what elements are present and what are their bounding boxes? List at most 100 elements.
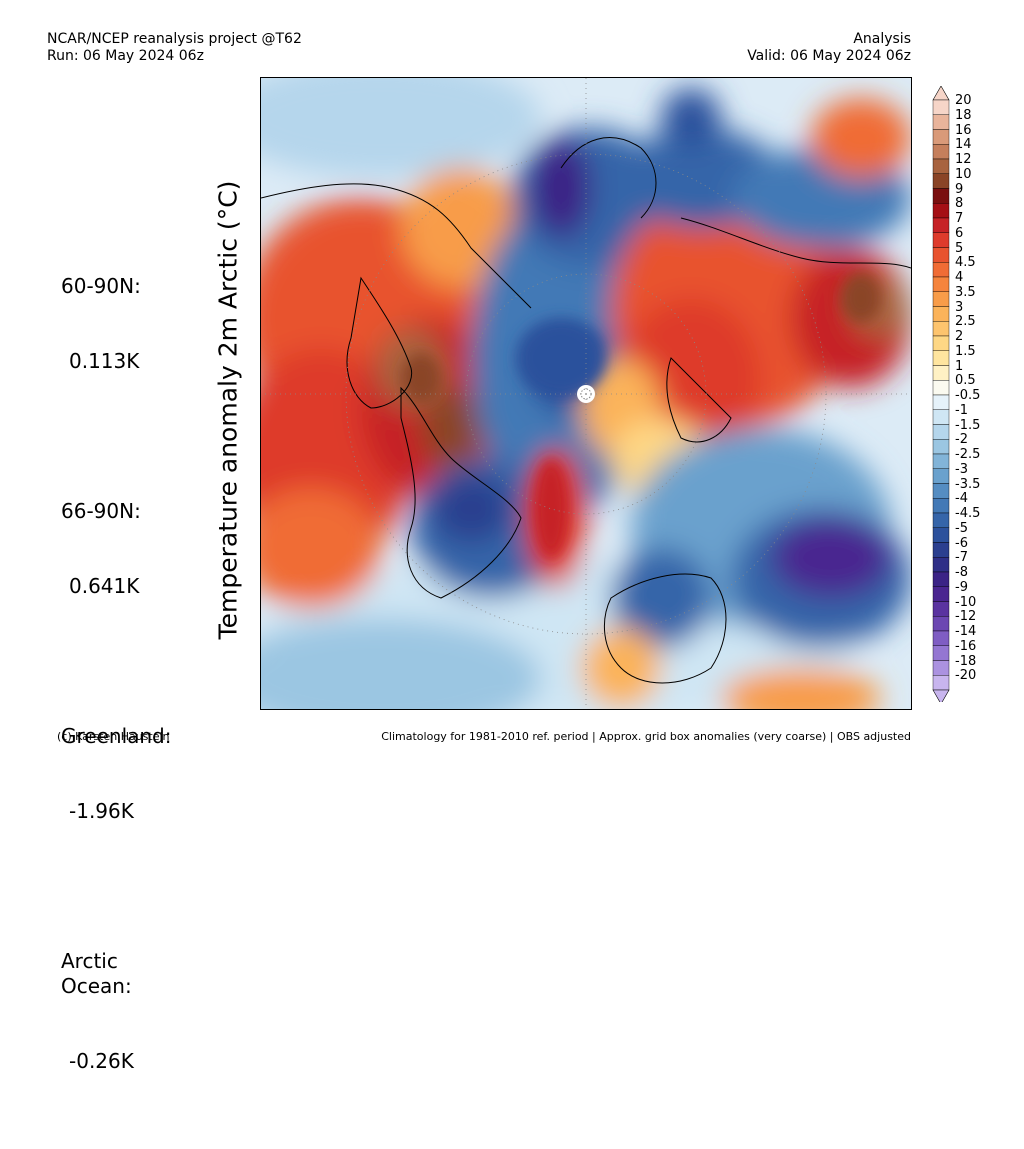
colorbar-swatch bbox=[932, 616, 950, 632]
colorbar-swatch bbox=[932, 144, 950, 160]
colorbar-swatch bbox=[932, 557, 950, 573]
colorbar-swatch bbox=[932, 99, 950, 115]
colorbar-swatch bbox=[932, 232, 950, 248]
colorbar-tick-label: 12 bbox=[955, 152, 972, 167]
colorbar-tick-label: -9 bbox=[955, 579, 968, 595]
colorbar-tick-label: 9 bbox=[955, 181, 964, 197]
run-time: Run: 06 May 2024 06z bbox=[47, 48, 204, 64]
colorbar-tick-label: -7 bbox=[955, 550, 968, 566]
colorbar-tick-label: 3 bbox=[955, 299, 964, 315]
colorbar-swatch bbox=[932, 276, 950, 292]
colorbar-swatch bbox=[932, 158, 950, 174]
header-left: NCAR/NCEP reanalysis project @T62 Run: 0… bbox=[47, 31, 302, 65]
anomaly-field-detail bbox=[401, 273, 881, 558]
canadian-archipelago bbox=[346, 276, 413, 409]
siberia-coast bbox=[680, 217, 911, 269]
colorbar-swatch bbox=[932, 468, 950, 484]
colorbar-tick-label: -3 bbox=[955, 461, 968, 477]
colorbar-swatch bbox=[932, 527, 950, 543]
colorbar-tick-label: 7 bbox=[955, 211, 964, 226]
anomaly-map bbox=[260, 77, 912, 710]
colorbar-tick-label: -20 bbox=[955, 668, 977, 684]
colorbar-top-arrow bbox=[932, 86, 950, 101]
colorbar-swatch bbox=[932, 262, 950, 278]
colorbar-swatch bbox=[932, 306, 950, 322]
colorbar-tick-label: 14 bbox=[955, 137, 972, 153]
colorbar-swatch bbox=[932, 203, 950, 219]
colorbar-swatch bbox=[932, 380, 950, 396]
colorbar-tick-label: -2.5 bbox=[955, 447, 981, 462]
colorbar-swatch bbox=[932, 512, 950, 528]
colorbar-swatch bbox=[932, 173, 950, 189]
colorbar-tick-label: -1 bbox=[955, 402, 968, 418]
footnote: Climatology for 1981-2010 ref. period | … bbox=[381, 730, 911, 743]
stat-label: Greenland: bbox=[61, 724, 172, 748]
colorbar-swatch bbox=[932, 542, 950, 558]
colorbar-tick-label: -6 bbox=[955, 535, 968, 551]
colorbar-tick-label: -4.5 bbox=[955, 506, 981, 521]
colorbar-swatch bbox=[932, 439, 950, 455]
colorbar-swatch bbox=[932, 394, 950, 410]
stat-label: 60-90N: bbox=[61, 274, 141, 298]
novaya-zemlya bbox=[666, 357, 732, 443]
colorbar-swatch bbox=[932, 350, 950, 366]
colorbar-tick-label: -8 bbox=[955, 565, 968, 580]
colorbar-swatch bbox=[932, 409, 950, 425]
colorbar-swatch bbox=[932, 291, 950, 307]
colorbar-tick-label: 18 bbox=[955, 107, 972, 123]
colorbar-swatch bbox=[932, 660, 950, 676]
coastlines bbox=[261, 137, 911, 684]
colorbar-swatch bbox=[932, 498, 950, 514]
colorbar-swatch bbox=[932, 630, 950, 646]
scandinavia-coast bbox=[603, 573, 727, 684]
colorbar-tick-label: -2 bbox=[955, 432, 968, 448]
stat-value: 0.641K bbox=[69, 574, 140, 598]
colorbar-tick-label: 4.5 bbox=[955, 255, 976, 271]
colorbar-swatch bbox=[932, 645, 950, 661]
stat-label: 66-90N: bbox=[61, 499, 141, 523]
anomaly-map-svg bbox=[261, 78, 911, 709]
colorbar-tick-label: -18 bbox=[955, 653, 977, 669]
colorbar-tick-label: -16 bbox=[955, 638, 977, 654]
colorbar-tick-label: -1.5 bbox=[955, 417, 981, 433]
colorbar-tick-label: 1.5 bbox=[955, 343, 976, 359]
stat-arctic-ocean: Arctic Ocean: -0.26K bbox=[61, 899, 172, 1124]
colorbar-tick-label: 8 bbox=[955, 196, 964, 212]
colorbar-tick-label: -10 bbox=[955, 594, 977, 610]
stat-60-90n: 60-90N: 0.113K bbox=[61, 224, 172, 424]
stat-value: 0.113K bbox=[69, 349, 140, 373]
colorbar-swatch bbox=[932, 188, 950, 204]
north-america-coast bbox=[261, 183, 532, 309]
colorbar-tick-label: 20 bbox=[955, 93, 972, 108]
colorbar-swatch bbox=[932, 586, 950, 602]
colorbar-tick-label: 10 bbox=[955, 166, 972, 182]
bering-coast bbox=[560, 137, 657, 219]
header-right: Analysis Valid: 06 May 2024 06z bbox=[600, 31, 911, 65]
valid-time: Valid: 06 May 2024 06z bbox=[747, 48, 911, 64]
colorbar-swatch bbox=[932, 217, 950, 233]
colorbar-tick-label: -14 bbox=[955, 624, 977, 639]
greenland-coast bbox=[400, 386, 522, 599]
colorbar-tick-label: 0.5 bbox=[955, 373, 976, 389]
analysis-label: Analysis bbox=[853, 31, 911, 47]
colorbar-bottom-arrow bbox=[932, 689, 950, 702]
colorbar-swatch bbox=[932, 424, 950, 440]
colorbar-swatch bbox=[932, 129, 950, 145]
colorbar-tick-label: 1 bbox=[955, 358, 964, 374]
graticule bbox=[261, 78, 911, 709]
stat-value: -1.96K bbox=[69, 799, 134, 823]
colorbar-tick-label: -5 bbox=[955, 520, 968, 536]
colorbar-swatch bbox=[932, 114, 950, 130]
colorbar-tick-label: 16 bbox=[955, 122, 972, 138]
colorbar-tick-label: 2.5 bbox=[955, 314, 976, 330]
model-title: NCAR/NCEP reanalysis project @T62 bbox=[47, 31, 302, 47]
stat-label: Arctic Ocean: bbox=[61, 949, 132, 998]
colorbar-tick-label: 5 bbox=[955, 240, 964, 256]
colorbar-swatch bbox=[932, 365, 950, 381]
colorbar-tick-label: 6 bbox=[955, 225, 964, 241]
colorbar-tick-label: 2 bbox=[955, 329, 964, 344]
colorbar-tick-label: -0.5 bbox=[955, 388, 981, 403]
copyright: (c) Karsten Haustein bbox=[57, 730, 170, 743]
colorbar-swatch bbox=[932, 321, 950, 337]
stat-value: -0.26K bbox=[69, 1049, 134, 1073]
